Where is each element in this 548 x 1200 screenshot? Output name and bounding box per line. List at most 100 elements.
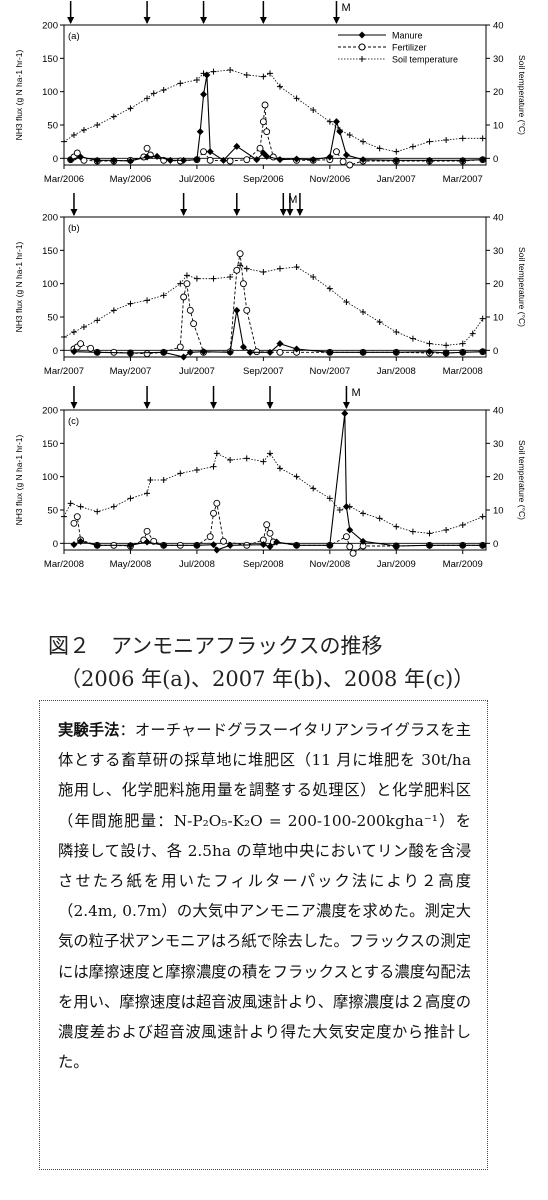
manure-point bbox=[233, 306, 241, 314]
legend-label: Soil temperature bbox=[392, 55, 458, 65]
arrow-head bbox=[143, 17, 151, 24]
soil-temperature-point bbox=[459, 135, 466, 142]
soil-temperature-point bbox=[459, 340, 466, 347]
series-fertilizer-line bbox=[70, 104, 483, 166]
soil-temperature-point bbox=[61, 513, 67, 520]
soil-temperature-point bbox=[459, 522, 466, 528]
fertilizer-point bbox=[256, 144, 264, 152]
series-soil-temperature-line bbox=[63, 264, 484, 346]
soil-temperature-point bbox=[110, 113, 117, 120]
soil-temperature-point bbox=[237, 262, 244, 269]
fertilizer-point bbox=[266, 529, 274, 537]
arrow-head bbox=[70, 209, 78, 216]
manure-point bbox=[93, 348, 101, 356]
soil-temperature-point bbox=[469, 330, 476, 337]
series-manure-line bbox=[70, 74, 483, 162]
soil-temperature-point bbox=[160, 87, 167, 93]
manure-point bbox=[259, 541, 267, 549]
manure-point bbox=[160, 541, 168, 549]
manure-point bbox=[346, 526, 354, 534]
manure-point bbox=[342, 503, 350, 511]
soil-temperature-point bbox=[293, 264, 300, 270]
soil-temperature-point bbox=[193, 77, 200, 83]
manure-point bbox=[206, 148, 214, 156]
fertilizer-point bbox=[346, 161, 354, 169]
arrow-head bbox=[70, 402, 78, 409]
left-tick-label: 100 bbox=[42, 87, 58, 98]
fertilizer-point bbox=[233, 266, 241, 274]
y-axis-label-right: Soil temperature (°C) bbox=[517, 247, 527, 327]
soil-temperature-point bbox=[360, 309, 367, 315]
manure-point bbox=[479, 348, 487, 356]
arrow-head bbox=[286, 209, 294, 216]
manure-point bbox=[392, 348, 400, 356]
soil-temperature-point bbox=[70, 132, 77, 138]
manure-point bbox=[67, 156, 75, 164]
manure-point bbox=[186, 348, 194, 356]
x-tick-label: Jul/2006 bbox=[179, 174, 215, 185]
x-tick-label: Mar/2008 bbox=[443, 366, 483, 377]
method-text: ：オーチャードグラスーイタリアンライグラスを主体とする畜草研の採草地に堆肥区（1… bbox=[58, 721, 471, 1072]
caption-line-1: 図２ アンモニアフラックスの推移 bbox=[48, 634, 383, 658]
soil-temperature-point bbox=[267, 70, 274, 77]
fertilizer-point bbox=[73, 149, 81, 157]
soil-temperature-point bbox=[393, 329, 400, 335]
fertilizer-point bbox=[239, 280, 247, 288]
soil-temperature-point bbox=[177, 470, 184, 477]
x-tick-label: Mar/2007 bbox=[443, 174, 483, 185]
arrow-head bbox=[233, 209, 241, 216]
left-tick-label: 50 bbox=[47, 506, 58, 517]
soil-temperature-point bbox=[61, 138, 67, 145]
manure-point bbox=[110, 156, 118, 164]
left-tick-label: 150 bbox=[42, 54, 58, 65]
manure-point bbox=[459, 541, 467, 549]
arrow-head bbox=[332, 17, 340, 24]
fertilizer-point bbox=[186, 306, 194, 314]
right-tick-label: 20 bbox=[493, 279, 504, 290]
soil-temperature-point bbox=[177, 80, 184, 87]
soil-temperature-point bbox=[393, 523, 400, 530]
fertilizer-point bbox=[220, 537, 227, 545]
fertilizer-point bbox=[263, 128, 271, 136]
manure-point bbox=[180, 156, 188, 164]
manure-point bbox=[196, 128, 204, 136]
right-tick-label: 0 bbox=[493, 154, 498, 165]
soil-temperature-point bbox=[80, 324, 87, 330]
soil-temperature-point bbox=[110, 307, 117, 314]
fertilizer-point bbox=[183, 280, 191, 288]
manure-point bbox=[143, 153, 151, 161]
manure-point bbox=[293, 541, 301, 549]
right-tick-label: 40 bbox=[493, 213, 504, 224]
left-tick-label: 0 bbox=[53, 346, 58, 357]
soil-temperature-point bbox=[110, 503, 117, 510]
manure-point bbox=[200, 90, 208, 98]
manure-point bbox=[200, 348, 208, 356]
fertilizer-point bbox=[143, 350, 151, 358]
y-axis-label-left: NH3 flux (g N ha-1 hr-1) bbox=[14, 434, 24, 525]
soil-temperature-point bbox=[479, 513, 486, 520]
soil-temperature-point bbox=[80, 127, 87, 133]
manure-point bbox=[392, 542, 400, 550]
fertilizer-point bbox=[259, 118, 267, 126]
fertilizer-point bbox=[276, 348, 284, 356]
arrow-head bbox=[67, 17, 75, 24]
left-tick-label: 150 bbox=[42, 439, 58, 450]
figure-caption: 図２ アンモニアフラックスの推移 （2006 年(a)、2007 年(b)、20… bbox=[48, 630, 518, 696]
soil-temperature-point bbox=[193, 467, 200, 473]
fertilizer-point bbox=[176, 343, 184, 351]
manure-point bbox=[426, 541, 434, 549]
x-tick-label: Jan/2007 bbox=[377, 174, 416, 185]
left-tick-label: 200 bbox=[42, 213, 58, 224]
x-tick-label: Nov/2008 bbox=[309, 559, 350, 570]
manure-point bbox=[459, 348, 467, 356]
arrow-head bbox=[200, 17, 208, 24]
fertilizer-point bbox=[261, 101, 269, 109]
x-tick-label: Jul/2007 bbox=[179, 366, 215, 377]
manure-point bbox=[273, 538, 281, 546]
manure-arrow-label: M bbox=[341, 2, 350, 14]
soil-temperature-point bbox=[426, 340, 433, 347]
x-tick-label: Sep/2006 bbox=[243, 174, 284, 185]
left-tick-label: 200 bbox=[42, 21, 58, 32]
soil-temperature-point bbox=[177, 280, 184, 287]
fertilizer-point bbox=[206, 533, 214, 541]
